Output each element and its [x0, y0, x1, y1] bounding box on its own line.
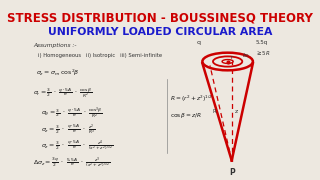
Text: $\sigma_\theta = \frac{3}{2}\ \cdot\ \frac{q \cdot 5A}{\pi}\ \cdot\ \frac{\cos^3: $\sigma_\theta = \frac{3}{2}\ \cdot\ \fr…	[41, 106, 103, 121]
Text: UNIFORMLY LOADED CIRCULAR AREA: UNIFORMLY LOADED CIRCULAR AREA	[48, 27, 272, 37]
Text: $\Delta\sigma_z = \frac{3q}{2}\ \cdot\ \frac{5.5A}{\pi}\ \cdot\ \frac{z^3}{(x^2+: $\Delta\sigma_z = \frac{3q}{2}\ \cdot\ \…	[33, 156, 110, 170]
Text: Assumptions :-: Assumptions :-	[33, 43, 76, 48]
Text: $\geq 5R$: $\geq 5R$	[255, 49, 271, 57]
Text: STRESS DISTRIBUTION - BOUSSINESQ THEORY: STRESS DISTRIBUTION - BOUSSINESQ THEORY	[7, 12, 313, 24]
Text: z: z	[235, 109, 238, 114]
Text: $\sigma_z = \frac{3}{2}\ \cdot\ \frac{q \cdot 5A}{\pi}\ \cdot\ \frac{z^2}{R^3}$: $\sigma_z = \frac{3}{2}\ \cdot\ \frac{q …	[41, 122, 95, 137]
Text: 5.5q: 5.5q	[255, 40, 268, 45]
Text: P: P	[229, 168, 235, 177]
Text: $\sigma_z = \sigma_m\ \cos^2\!\beta$: $\sigma_z = \sigma_m\ \cos^2\!\beta$	[36, 67, 80, 78]
Text: q: q	[197, 40, 201, 45]
Text: r: r	[231, 55, 233, 60]
Text: $\sigma_r = \frac{3}{2}\ \cdot\ \frac{q \cdot 5A}{\pi}\ \cdot\ \frac{\cos\beta}{: $\sigma_r = \frac{3}{2}\ \cdot\ \frac{q …	[33, 87, 92, 100]
Text: $R = (r^2+z^2)^{1/2}$: $R = (r^2+z^2)^{1/2}$	[170, 94, 212, 104]
Text: i) Homogeneous   ii) Isotropic   iii) Semi-infinite: i) Homogeneous ii) Isotropic iii) Semi-i…	[38, 53, 162, 58]
Text: $b_0$: $b_0$	[242, 51, 250, 60]
Text: R: R	[212, 109, 216, 114]
Text: $\sigma_z = \frac{3}{2}\ \cdot\ \frac{q \cdot 5A}{\pi}\ \cdot\ \frac{z^4}{(x^2+z: $\sigma_z = \frac{3}{2}\ \cdot\ \frac{q …	[41, 139, 113, 153]
Text: $\cos\beta = z/R$: $\cos\beta = z/R$	[170, 111, 202, 120]
